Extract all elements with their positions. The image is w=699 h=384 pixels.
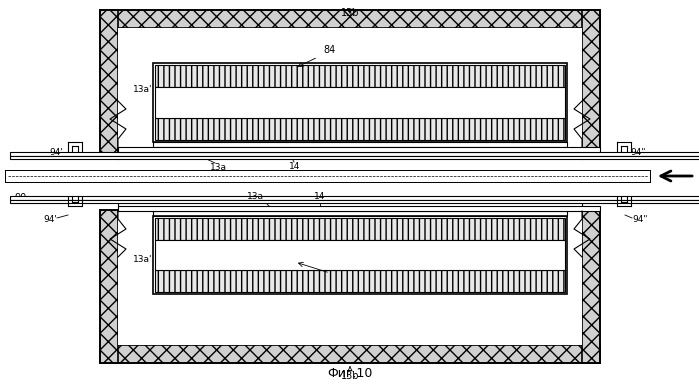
Text: 13b: 13b xyxy=(340,371,359,381)
Bar xyxy=(153,63,567,142)
Bar xyxy=(155,270,565,292)
Bar xyxy=(155,118,565,140)
Text: 13a': 13a' xyxy=(515,270,535,279)
Bar xyxy=(100,345,600,363)
Bar xyxy=(100,210,118,363)
Bar xyxy=(155,218,565,240)
Text: 94': 94' xyxy=(49,148,63,157)
Text: 13a': 13a' xyxy=(133,255,152,264)
Text: 94": 94" xyxy=(630,148,645,157)
Bar xyxy=(10,152,699,156)
Text: Фиг.10: Фиг.10 xyxy=(327,367,373,380)
Bar xyxy=(582,10,600,155)
Bar xyxy=(153,142,567,147)
Bar xyxy=(155,65,565,87)
Text: 13b: 13b xyxy=(340,8,359,18)
Bar xyxy=(155,240,565,270)
Text: 13a': 13a' xyxy=(133,85,152,94)
Text: 13a': 13a' xyxy=(520,75,540,84)
Bar xyxy=(118,147,600,152)
Bar xyxy=(118,28,582,155)
Bar xyxy=(153,216,567,294)
Text: 84: 84 xyxy=(324,45,336,55)
Bar xyxy=(118,206,600,211)
Text: 14: 14 xyxy=(315,192,326,201)
Text: 14: 14 xyxy=(289,162,301,171)
Bar xyxy=(10,156,699,159)
Bar xyxy=(10,196,699,200)
Bar xyxy=(100,10,118,155)
Text: 84: 84 xyxy=(334,275,346,285)
Text: 94": 94" xyxy=(632,215,647,224)
Bar xyxy=(118,210,582,345)
Bar xyxy=(153,211,567,216)
Text: 94': 94' xyxy=(43,215,57,224)
Text: 13a: 13a xyxy=(210,163,226,172)
Bar xyxy=(5,170,650,182)
Bar xyxy=(100,10,600,28)
Bar xyxy=(155,87,565,118)
Text: 90: 90 xyxy=(14,193,27,203)
Text: 13a: 13a xyxy=(247,192,264,201)
Bar xyxy=(582,210,600,363)
Bar xyxy=(10,200,699,203)
